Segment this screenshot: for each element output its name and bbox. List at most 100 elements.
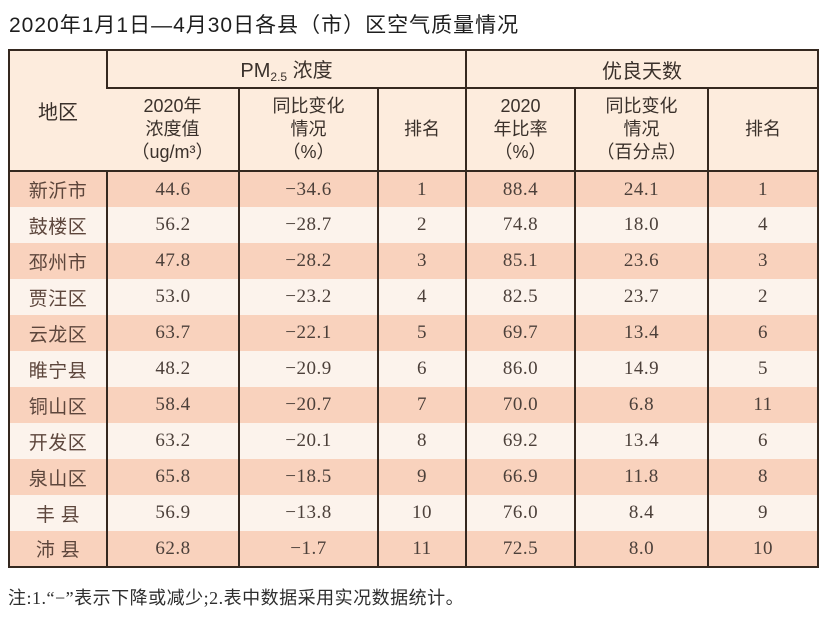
good-rank-cell: 11 <box>707 387 819 424</box>
pm-value-cell: 65.8 <box>106 459 239 496</box>
pm-rank-cell: 9 <box>376 459 467 496</box>
good-rank-cell: 6 <box>707 315 819 352</box>
pm-value-cell: 56.9 <box>106 495 239 532</box>
pm-rank-cell: 2 <box>376 207 467 244</box>
pm-rank-cell: 8 <box>376 423 467 460</box>
header-sub-row: 2020年 浓度值 （ug/m³） 同比变化 情况 （%） 排名 2020 年比… <box>9 88 819 173</box>
header-group-row: 地区 PM2.5 浓度 优良天数 <box>9 50 819 173</box>
good-change-cell: 24.1 <box>574 171 709 208</box>
pm-value-cell: 53.0 <box>106 279 239 316</box>
good-rank-cell: 8 <box>707 459 819 496</box>
good-rank-cell: 4 <box>707 207 819 244</box>
region-cell: 铜山区 <box>9 387 107 424</box>
table-row: 云龙区 63.7 −22.1 5 69.7 13.4 6 <box>9 315 819 352</box>
region-cell: 睢宁县 <box>9 351 107 388</box>
region-cell: 邳州市 <box>9 243 107 280</box>
pm-change-cell: −28.2 <box>238 243 378 280</box>
table-row: 开发区 63.2 −20.1 8 69.2 13.4 6 <box>9 423 819 460</box>
good-change-cell: 8.0 <box>574 531 709 568</box>
pm-rank-cell: 5 <box>376 315 467 352</box>
good-rate-cell: 86.0 <box>465 351 576 388</box>
pm-rank-cell: 11 <box>376 531 467 568</box>
table-row: 铜山区 58.4 −20.7 7 70.0 6.8 11 <box>9 387 819 424</box>
pm-change-cell: −23.2 <box>238 279 378 316</box>
table-row: 丰 县 56.9 −13.8 10 76.0 8.4 9 <box>9 495 819 532</box>
good-rate-cell: 82.5 <box>465 279 576 316</box>
region-cell: 泉山区 <box>9 459 107 496</box>
good-rate-cell: 85.1 <box>465 243 576 280</box>
page-title: 2020年1月1日—4月30日各县（市）区空气质量情况 <box>9 14 520 37</box>
region-cell: 云龙区 <box>9 315 107 352</box>
good-rank-cell: 2 <box>707 279 819 316</box>
table-row: 沛 县 62.8 −1.7 11 72.5 8.0 10 <box>9 531 819 568</box>
header-good-rank: 排名 <box>707 88 819 173</box>
pm-change-cell: −20.7 <box>238 387 378 424</box>
pm-value-cell: 56.2 <box>106 207 239 244</box>
region-cell: 新沂市 <box>9 171 107 208</box>
region-cell: 贾汪区 <box>9 279 107 316</box>
good-rate-cell: 69.2 <box>465 423 576 460</box>
pm-change-cell: −28.7 <box>238 207 378 244</box>
pm25-label-suffix: 浓度 <box>287 60 333 83</box>
good-rate-cell: 66.9 <box>465 459 576 496</box>
pm-value-cell: 63.7 <box>106 315 239 352</box>
table-row: 睢宁县 48.2 −20.9 6 86.0 14.9 5 <box>9 351 819 388</box>
good-change-cell: 23.7 <box>574 279 709 316</box>
table-row: 贾汪区 53.0 −23.2 4 82.5 23.7 2 <box>9 279 819 316</box>
good-rate-cell: 74.8 <box>465 207 576 244</box>
region-cell: 开发区 <box>9 423 107 460</box>
pm-rank-cell: 3 <box>376 243 467 280</box>
good-change-cell: 6.8 <box>574 387 709 424</box>
good-rank-cell: 6 <box>707 423 819 460</box>
pm-value-cell: 58.4 <box>106 387 239 424</box>
pm-change-cell: −20.1 <box>238 423 378 460</box>
good-rate-cell: 72.5 <box>465 531 576 568</box>
pm-change-cell: −18.5 <box>238 459 378 496</box>
good-rank-cell: 5 <box>707 351 819 388</box>
good-change-cell: 8.4 <box>574 495 709 532</box>
good-change-cell: 13.4 <box>574 315 709 352</box>
header-group-good-days: 优良天数 <box>465 50 819 90</box>
good-change-cell: 18.0 <box>574 207 709 244</box>
region-cell: 沛 县 <box>9 531 107 568</box>
table-row: 邳州市 47.8 −28.2 3 85.1 23.6 3 <box>9 243 819 280</box>
table-row: 泉山区 65.8 −18.5 9 66.9 11.8 8 <box>9 459 819 496</box>
pm25-label-prefix: PM <box>240 60 271 83</box>
pm-change-cell: −20.9 <box>238 351 378 388</box>
pm-change-cell: −34.6 <box>238 171 378 208</box>
pm-rank-cell: 1 <box>376 171 467 208</box>
region-cell: 丰 县 <box>9 495 107 532</box>
table-row: 鼓楼区 56.2 −28.7 2 74.8 18.0 4 <box>9 207 819 244</box>
footnote: 注:1.“−”表示下降或减少;2.表中数据采用实况数据统计。 <box>8 588 465 609</box>
pm-rank-cell: 4 <box>376 279 467 316</box>
header-pm-value: 2020年 浓度值 （ug/m³） <box>107 88 239 173</box>
good-rank-cell: 9 <box>707 495 819 532</box>
pm-rank-cell: 10 <box>376 495 467 532</box>
header-good-change: 同比变化 情况 （百分点） <box>574 88 709 173</box>
pm-change-cell: −1.7 <box>238 531 378 568</box>
table-row: 新沂市 44.6 −34.6 1 88.4 24.1 1 <box>9 171 819 208</box>
good-rank-cell: 10 <box>707 531 819 568</box>
header-group-pm25: PM2.5 浓度 <box>105 50 467 90</box>
region-cell: 鼓楼区 <box>9 207 107 244</box>
pm-rank-cell: 6 <box>376 351 467 388</box>
pm-value-cell: 44.6 <box>106 171 239 208</box>
good-rate-cell: 88.4 <box>465 171 576 208</box>
header-pm-rank: 排名 <box>376 88 467 173</box>
good-rank-cell: 1 <box>707 171 819 208</box>
good-change-cell: 11.8 <box>574 459 709 496</box>
pm-value-cell: 62.8 <box>106 531 239 568</box>
table-header: 地区 PM2.5 浓度 优良天数 2020年 浓度值 （ug/m³） 同比变化 … <box>9 50 819 173</box>
good-rate-cell: 70.0 <box>465 387 576 424</box>
header-pm-change: 同比变化 情况 （%） <box>238 88 378 173</box>
pm-rank-cell: 7 <box>376 387 467 424</box>
good-change-cell: 23.6 <box>574 243 709 280</box>
pm-value-cell: 48.2 <box>106 351 239 388</box>
header-good-rate: 2020 年比率 （%） <box>465 88 576 173</box>
pm-change-cell: −22.1 <box>238 315 378 352</box>
table-body: 新沂市 44.6 −34.6 1 88.4 24.1 1 鼓楼区 56.2 −28.7 2 74.8 1… <box>9 171 819 568</box>
pm-change-cell: −13.8 <box>238 495 378 532</box>
good-rank-cell: 3 <box>707 243 819 280</box>
good-change-cell: 13.4 <box>574 423 709 460</box>
